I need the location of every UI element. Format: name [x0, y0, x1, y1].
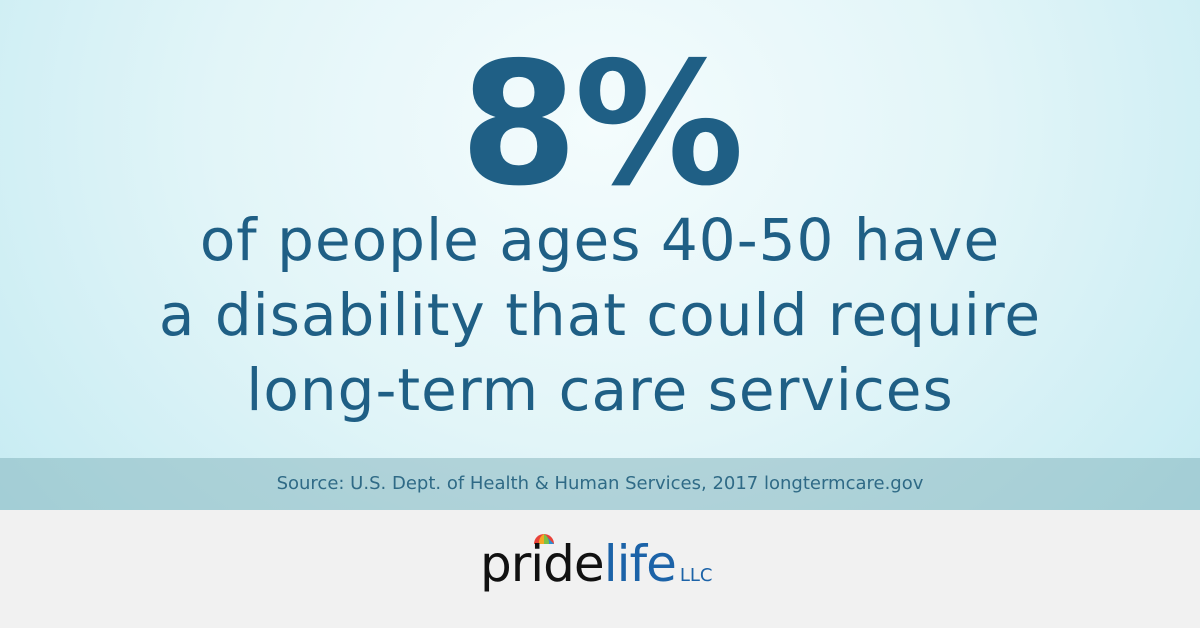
logo: pridelife LLC — [480, 535, 712, 605]
logo-suffix: LLC — [679, 565, 713, 586]
logo-life: life — [603, 535, 677, 593]
stat-line: a disability that could require — [158, 281, 1042, 349]
logo-pride: pride — [480, 535, 605, 593]
stat-line: of people ages 40-50 have — [199, 206, 1001, 274]
source-text: Source: U.S. Dept. of Health & Human Ser… — [276, 473, 924, 494]
source-band — [0, 458, 1200, 510]
logo-umbrella — [534, 534, 554, 544]
stat-line: long-term care services — [246, 356, 954, 424]
stat-figure: 8% — [459, 26, 745, 224]
footer: pridelife LLC — [0, 510, 1200, 628]
